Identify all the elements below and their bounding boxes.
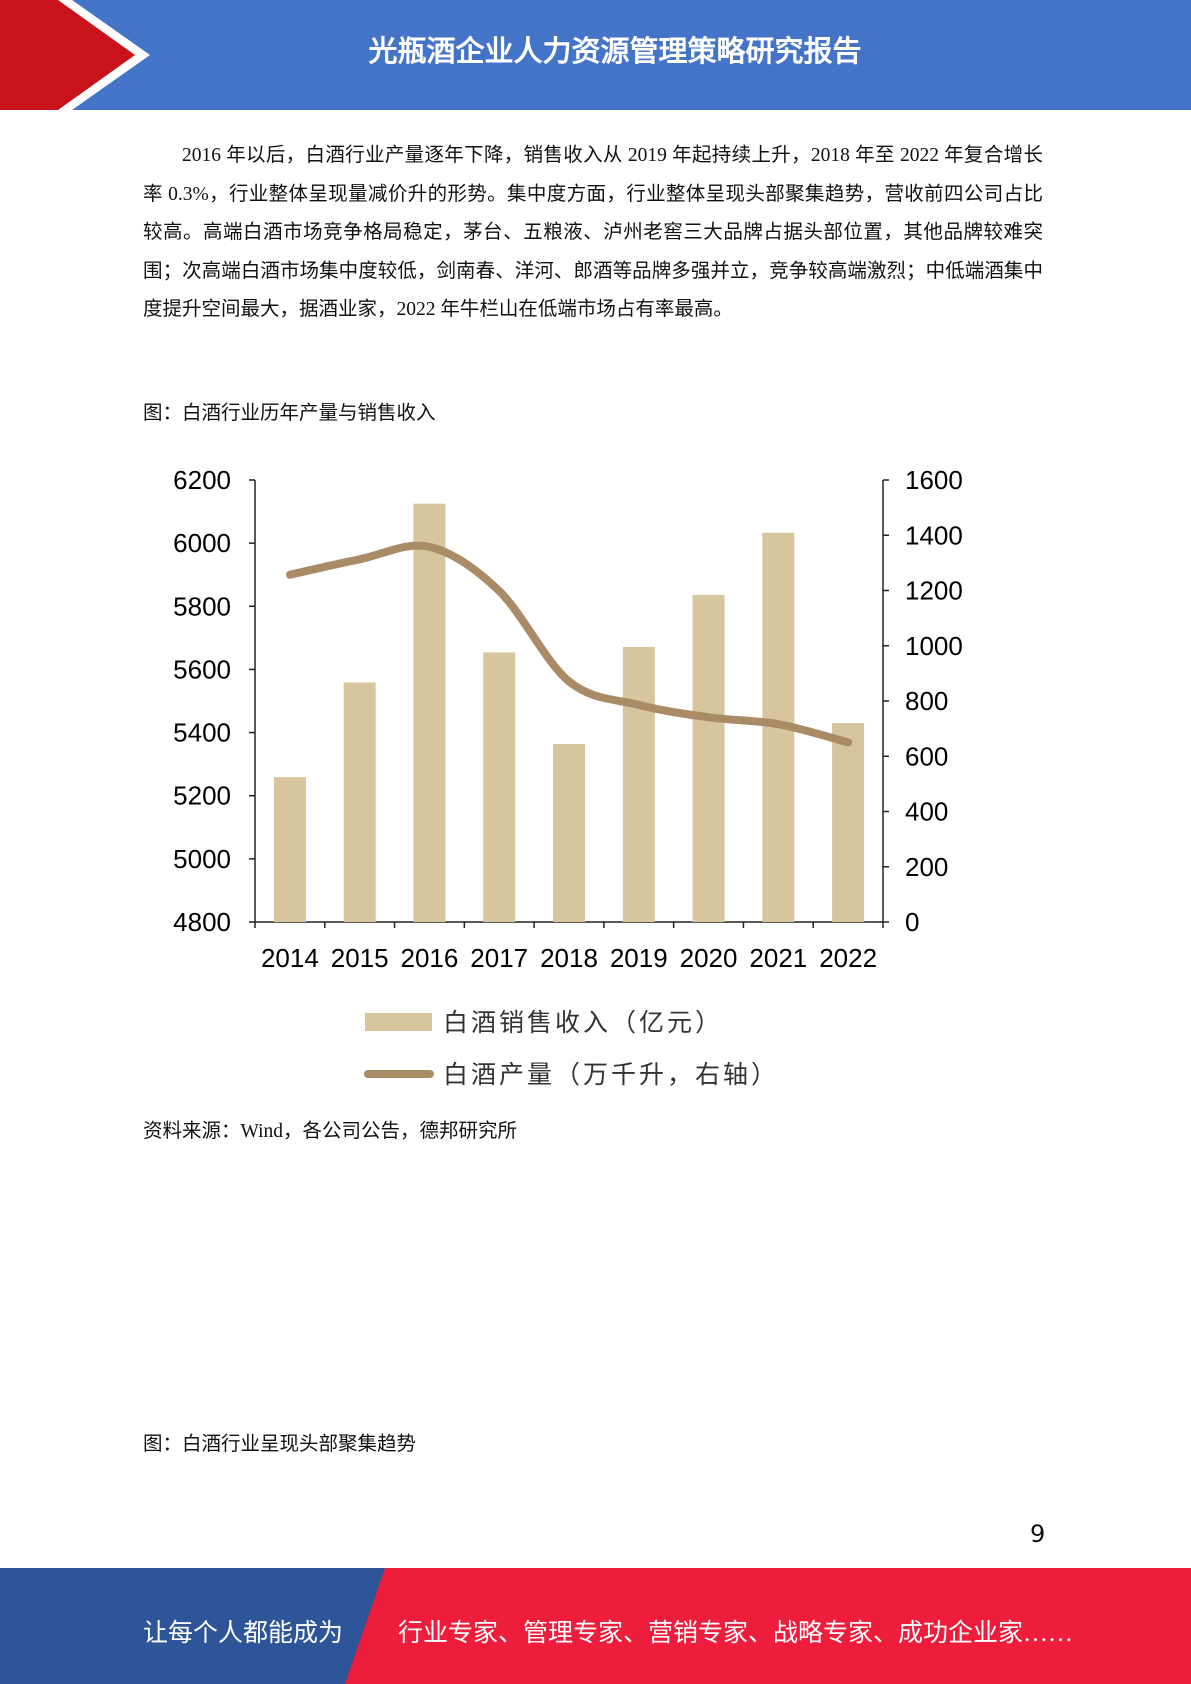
y2-tick-label: 1000: [905, 631, 963, 661]
x-tick-label: 2014: [261, 943, 319, 973]
y-tick-label: 5800: [173, 591, 231, 621]
y-tick-label: 5000: [173, 844, 231, 874]
bar: [483, 652, 516, 922]
line-series: [285, 541, 853, 747]
y2-tick-label: 800: [905, 686, 948, 716]
bar: [692, 594, 725, 922]
header-band: [0, 0, 1191, 110]
footer-band: [0, 1568, 1191, 1684]
x-tick-label: 2022: [819, 943, 877, 973]
y-tick-label: 4800: [173, 907, 231, 937]
y2-tick-label: 200: [905, 852, 948, 882]
x-tick-label: 2017: [470, 943, 528, 973]
bar: [343, 682, 376, 922]
y2-tick-label: 1200: [905, 576, 963, 606]
page-number: 9: [1030, 1520, 1046, 1548]
x-tick-label: 2015: [331, 943, 389, 973]
y2-tick-label: 600: [905, 741, 948, 771]
legend-swatch: [365, 1013, 432, 1031]
x-tick-label: 2021: [749, 943, 807, 973]
y-tick-label: 6200: [173, 465, 231, 495]
y2-tick-label: 0: [905, 907, 919, 937]
source-note: 资料来源：Wind，各公司公告，德邦研究所: [143, 1121, 518, 1142]
figure-caption: 图：白酒行业呈现头部聚集趋势: [143, 1434, 417, 1455]
y-tick-label: 5600: [173, 654, 231, 684]
footer-left: 让每个人都能成为: [143, 1620, 344, 1647]
x-tick-label: 2020: [680, 943, 738, 973]
x-tick-label: 2018: [540, 943, 598, 973]
y-tick-label: 5400: [173, 718, 231, 748]
y2-tick-label: 400: [905, 797, 948, 827]
y2-tick-label: 1400: [905, 520, 963, 550]
y-tick-label: 5200: [173, 781, 231, 811]
footer-right: 行业专家、管理专家、营销专家、战略专家、成功企业家……: [398, 1620, 1074, 1647]
x-tick-label: 2019: [610, 943, 668, 973]
legend-label: 白酒销售收入（亿元）: [443, 1009, 723, 1037]
y-tick-label: 6000: [173, 528, 231, 558]
header-title: 光瓶酒企业人力资源管理策略研究报告: [368, 34, 862, 68]
bar: [622, 647, 655, 922]
bar: [832, 723, 865, 922]
bar: [273, 777, 306, 922]
legend-label: 白酒产量（万千升，右轴）: [443, 1061, 779, 1089]
y2-tick-label: 1600: [905, 465, 963, 495]
x-tick-label: 2016: [401, 943, 459, 973]
paragraph: 2016 年以后，白酒行业产量逐年下降，销售收入从 2019 年起持续上升，20…: [143, 145, 1043, 320]
bar: [553, 743, 585, 922]
bar: [413, 503, 446, 922]
figure-caption: 图：白酒行业历年产量与销售收入: [143, 403, 436, 424]
